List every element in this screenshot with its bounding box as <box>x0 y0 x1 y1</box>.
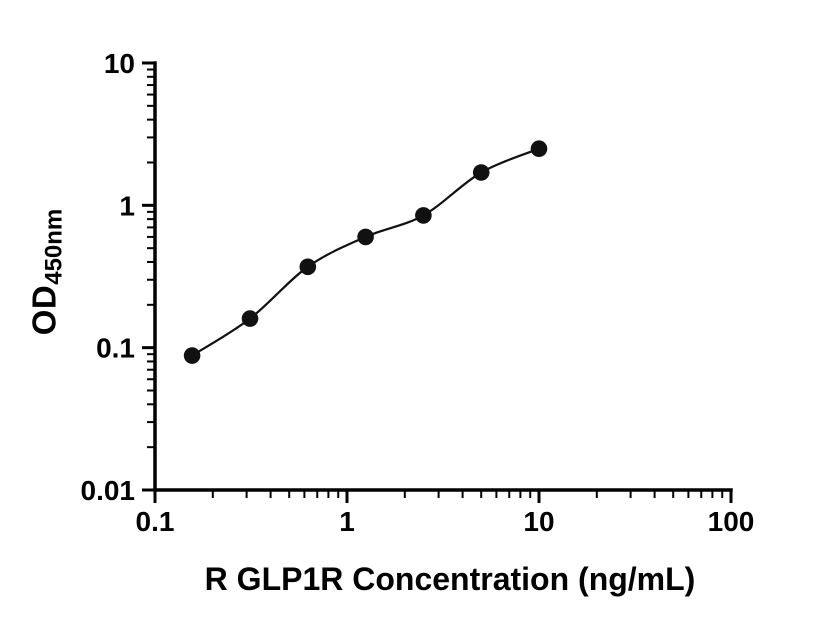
y-axis-title-subscript: 450nm <box>40 208 68 285</box>
fit-curve <box>191 147 540 357</box>
x-axis-title: R GLP1R Concentration (ng/mL) <box>204 561 696 597</box>
y-axis-tick-label: 10 <box>104 48 135 79</box>
y-axis-tick-label: 0.1 <box>96 333 135 364</box>
data-point-marker <box>299 258 317 276</box>
y-axis-tick-label: 0.01 <box>81 475 136 506</box>
data-point-marker <box>530 140 548 157</box>
y-axis-tick-label: 1 <box>119 190 135 221</box>
data-point-marker <box>357 228 374 246</box>
data-point-marker <box>183 347 201 364</box>
x-axis-tick-label: 100 <box>708 506 755 537</box>
data-point-marker <box>415 207 432 224</box>
y-axis-title: OD450nm <box>26 209 69 336</box>
data-point-marker <box>241 310 259 327</box>
y-axis-title-main: OD <box>25 284 63 336</box>
x-axis-tick-label: 1 <box>339 506 355 537</box>
data-point-marker <box>472 164 490 181</box>
x-axis-tick-label: 10 <box>523 506 554 537</box>
x-axis-tick-label: 0.1 <box>136 506 175 537</box>
